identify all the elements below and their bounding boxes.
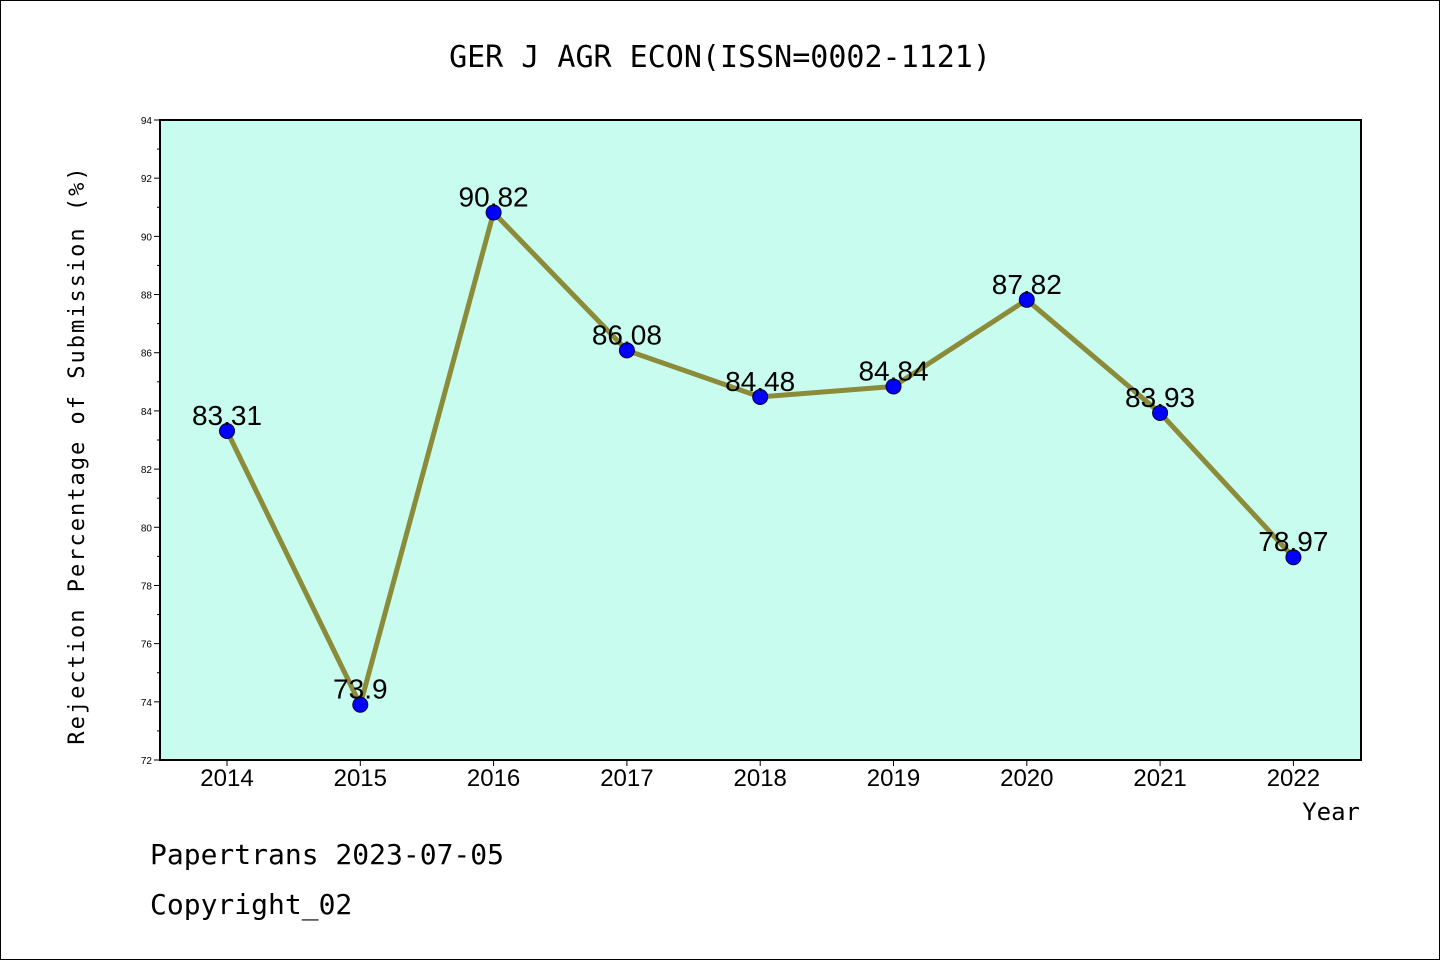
data-labels: 83.31 73.9 90.82 86.08 84.48 84.84 87.82 83.93 7… (192, 182, 1328, 705)
data-point (352, 696, 369, 713)
y-axis: 72 74 76 78 80 82 84 86 88 90 92 94 (141, 116, 160, 767)
x-tick-label: 2020 (1000, 765, 1053, 792)
data-point (1285, 549, 1302, 566)
x-axis-label: Year (1302, 798, 1360, 826)
data-point (219, 422, 235, 439)
data-point (1152, 404, 1169, 421)
x-tick-label: 2021 (1133, 765, 1186, 792)
data-point (485, 204, 502, 221)
x-tick-label: 2014 (200, 765, 253, 792)
chart-title: GER J AGR ECON(ISSN=0002-1121) (449, 40, 991, 75)
y-tick-label: 72 (141, 756, 153, 767)
x-tick-label: 2019 (867, 765, 920, 792)
y-tick-label: 90 (141, 232, 153, 243)
data-label: 78.97 (1258, 526, 1328, 557)
x-tick-label: 2017 (600, 765, 653, 792)
y-tick-label: 92 (141, 174, 153, 185)
footer-date: Papertrans 2023-07-05 (150, 838, 504, 871)
data-label: 83.31 (192, 400, 262, 431)
y-tick-label: 80 (141, 523, 153, 534)
data-point (885, 378, 902, 395)
data-point (618, 342, 635, 359)
data-label: 83.93 (1125, 382, 1195, 413)
x-tick-label: 2018 (734, 765, 787, 792)
x-axis: 2014 2015 2016 2017 2018 2019 2020 2021 2022 (200, 760, 1320, 792)
y-tick-label: 78 (141, 581, 153, 592)
y-tick-label: 86 (141, 349, 153, 360)
y-tick-label: 94 (141, 116, 153, 127)
data-label: 84.48 (725, 366, 795, 397)
data-label: 86.08 (592, 319, 662, 350)
y-tick-label: 76 (141, 640, 153, 651)
footer-copyright: Copyright_02 (150, 888, 352, 922)
y-tick-label: 74 (141, 698, 153, 709)
y-axis-label: Rejection Percentage of Submission (%) (65, 165, 90, 744)
x-tick-label: 2015 (334, 765, 387, 792)
data-point (1018, 291, 1035, 308)
data-markers (219, 204, 1302, 713)
x-tick-label: 2022 (1267, 765, 1320, 792)
data-label: 87.82 (992, 269, 1062, 300)
data-point (752, 388, 769, 405)
x-tick-label: 2016 (467, 765, 520, 792)
y-tick-label: 88 (141, 291, 153, 302)
data-label: 84.84 (858, 355, 928, 386)
data-label: 90.82 (459, 182, 529, 213)
plot-area (159, 119, 1362, 761)
y-tick-label: 82 (141, 465, 153, 476)
y-tick-label: 84 (141, 407, 153, 418)
data-label: 73.9 (333, 674, 388, 705)
